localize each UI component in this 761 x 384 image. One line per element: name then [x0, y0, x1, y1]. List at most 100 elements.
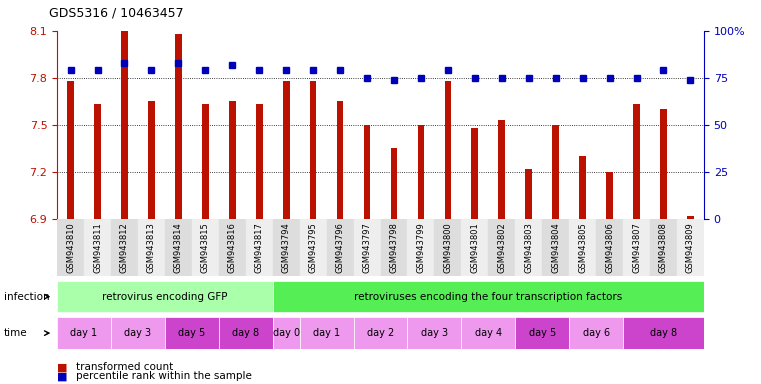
Bar [336, 101, 343, 219]
Text: GSM943815: GSM943815 [201, 222, 210, 273]
Text: day 8: day 8 [650, 328, 677, 338]
Text: day 6: day 6 [583, 328, 610, 338]
Text: GSM943799: GSM943799 [416, 222, 425, 273]
Bar [390, 148, 397, 219]
Text: GSM943801: GSM943801 [470, 222, 479, 273]
Text: day 5: day 5 [178, 328, 205, 338]
Bar [111, 318, 165, 349]
Bar [219, 219, 246, 276]
Text: day 3: day 3 [124, 328, 151, 338]
Bar [515, 219, 543, 276]
Bar [525, 169, 532, 219]
Text: GSM943795: GSM943795 [309, 222, 317, 273]
Text: GSM943794: GSM943794 [282, 222, 291, 273]
Text: GSM943810: GSM943810 [66, 222, 75, 273]
Bar [515, 318, 569, 349]
Text: GSM943813: GSM943813 [147, 222, 156, 273]
Bar [57, 281, 272, 312]
Text: GSM943802: GSM943802 [497, 222, 506, 273]
Bar [67, 81, 74, 219]
Bar [84, 219, 111, 276]
Bar [165, 219, 192, 276]
Text: GSM943808: GSM943808 [659, 222, 668, 273]
Bar [57, 219, 84, 276]
Bar [472, 128, 478, 219]
Bar [202, 104, 209, 219]
Bar [687, 216, 694, 219]
Bar [407, 219, 435, 276]
Text: GSM943804: GSM943804 [551, 222, 560, 273]
Bar [418, 125, 425, 219]
Bar [148, 101, 154, 219]
Text: GSM943807: GSM943807 [632, 222, 641, 273]
Bar [569, 318, 623, 349]
Bar [219, 318, 272, 349]
Text: infection: infection [4, 291, 49, 302]
Bar [300, 219, 326, 276]
Text: GSM943814: GSM943814 [174, 222, 183, 273]
Bar [256, 104, 263, 219]
Bar [607, 172, 613, 219]
Bar [229, 101, 236, 219]
Bar [579, 156, 586, 219]
Bar [354, 318, 407, 349]
Text: day 4: day 4 [475, 328, 501, 338]
Text: retroviruses encoding the four transcription factors: retroviruses encoding the four transcrip… [354, 291, 622, 302]
Bar [364, 125, 371, 219]
Bar [175, 34, 182, 219]
Bar [354, 219, 380, 276]
Bar [192, 219, 219, 276]
Bar [660, 109, 667, 219]
Bar [461, 318, 515, 349]
Text: GSM943800: GSM943800 [444, 222, 452, 273]
Bar [326, 219, 354, 276]
Bar [489, 219, 515, 276]
Bar [498, 120, 505, 219]
Text: GSM943798: GSM943798 [390, 222, 399, 273]
Bar [677, 219, 704, 276]
Bar [165, 318, 219, 349]
Text: transformed count: transformed count [76, 362, 174, 372]
Bar [121, 31, 128, 219]
Bar [633, 104, 640, 219]
Text: day 3: day 3 [421, 328, 448, 338]
Text: percentile rank within the sample: percentile rank within the sample [76, 371, 252, 381]
Bar [272, 219, 300, 276]
Text: ■: ■ [57, 371, 68, 381]
Bar [138, 219, 165, 276]
Bar [94, 104, 101, 219]
Text: GSM943812: GSM943812 [120, 222, 129, 273]
Text: time: time [4, 328, 27, 338]
Bar [272, 281, 704, 312]
Bar [300, 318, 354, 349]
Bar [569, 219, 596, 276]
Bar [461, 219, 489, 276]
Text: GSM943817: GSM943817 [255, 222, 264, 273]
Text: GSM943803: GSM943803 [524, 222, 533, 273]
Text: GSM943809: GSM943809 [686, 222, 695, 273]
Text: GDS5316 / 10463457: GDS5316 / 10463457 [49, 6, 184, 19]
Bar [623, 318, 704, 349]
Bar [623, 219, 650, 276]
Bar [310, 81, 317, 219]
Text: day 2: day 2 [367, 328, 394, 338]
Bar [283, 81, 289, 219]
Text: GSM943796: GSM943796 [336, 222, 345, 273]
Text: day 0: day 0 [272, 328, 300, 338]
Bar [380, 219, 407, 276]
Text: GSM943806: GSM943806 [605, 222, 614, 273]
Bar [246, 219, 272, 276]
Text: day 8: day 8 [232, 328, 260, 338]
Text: GSM943816: GSM943816 [228, 222, 237, 273]
Text: day 5: day 5 [529, 328, 556, 338]
Bar [57, 318, 111, 349]
Text: day 1: day 1 [71, 328, 97, 338]
Text: day 1: day 1 [313, 328, 340, 338]
Bar [650, 219, 677, 276]
Bar [435, 219, 461, 276]
Text: GSM943811: GSM943811 [93, 222, 102, 273]
Text: GSM943805: GSM943805 [578, 222, 587, 273]
Bar [552, 125, 559, 219]
Text: ■: ■ [57, 362, 68, 372]
Bar [407, 318, 461, 349]
